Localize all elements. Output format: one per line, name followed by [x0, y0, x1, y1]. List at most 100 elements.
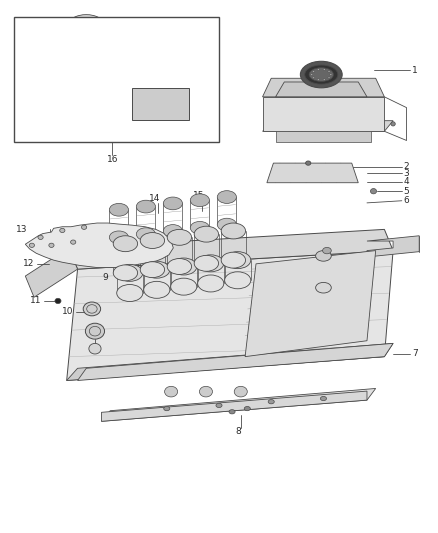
Ellipse shape	[69, 14, 104, 34]
Bar	[14, 17, 219, 142]
Ellipse shape	[316, 282, 331, 293]
Ellipse shape	[234, 386, 247, 397]
Polygon shape	[78, 343, 393, 381]
Text: 16: 16	[106, 155, 118, 164]
Text: 11: 11	[30, 296, 42, 305]
Ellipse shape	[117, 264, 143, 281]
Text: X1: X1	[193, 67, 204, 76]
Ellipse shape	[144, 261, 170, 278]
Ellipse shape	[81, 225, 87, 229]
Text: 1: 1	[412, 66, 417, 75]
Text: 6: 6	[403, 196, 409, 205]
Ellipse shape	[38, 235, 43, 239]
Ellipse shape	[305, 65, 338, 84]
Ellipse shape	[113, 265, 138, 281]
Ellipse shape	[89, 343, 101, 354]
Ellipse shape	[312, 77, 314, 78]
Ellipse shape	[171, 258, 197, 275]
Text: 10: 10	[62, 307, 73, 316]
Ellipse shape	[217, 218, 237, 231]
Ellipse shape	[164, 407, 170, 411]
Ellipse shape	[216, 403, 222, 408]
Text: 8: 8	[236, 427, 241, 437]
Ellipse shape	[217, 191, 237, 204]
Polygon shape	[67, 251, 393, 381]
Text: 14: 14	[149, 194, 161, 203]
Polygon shape	[245, 251, 376, 357]
Ellipse shape	[165, 386, 178, 397]
Polygon shape	[262, 120, 393, 131]
Ellipse shape	[69, 26, 104, 45]
Ellipse shape	[199, 386, 212, 397]
Polygon shape	[102, 391, 367, 421]
Ellipse shape	[371, 189, 377, 194]
Ellipse shape	[317, 69, 319, 70]
Ellipse shape	[190, 221, 209, 234]
Text: 3: 3	[403, 168, 409, 177]
Ellipse shape	[194, 226, 219, 242]
Polygon shape	[267, 163, 358, 183]
Ellipse shape	[244, 407, 251, 411]
Polygon shape	[367, 236, 419, 257]
Ellipse shape	[113, 236, 138, 252]
Ellipse shape	[163, 224, 183, 237]
Text: 5: 5	[403, 187, 409, 196]
Text: 2: 2	[403, 163, 409, 171]
Polygon shape	[25, 248, 78, 297]
Polygon shape	[262, 78, 385, 97]
Ellipse shape	[171, 278, 197, 295]
Ellipse shape	[323, 79, 325, 80]
Polygon shape	[276, 131, 371, 142]
Ellipse shape	[140, 232, 165, 248]
Ellipse shape	[306, 161, 311, 165]
Ellipse shape	[321, 397, 326, 401]
Text: 7: 7	[412, 350, 417, 359]
Ellipse shape	[268, 400, 274, 404]
Ellipse shape	[221, 252, 246, 268]
Ellipse shape	[29, 243, 35, 247]
Text: X7: X7	[21, 23, 32, 33]
Text: 13: 13	[16, 225, 28, 234]
Ellipse shape	[322, 247, 331, 254]
Ellipse shape	[198, 255, 224, 272]
Ellipse shape	[317, 79, 319, 80]
Ellipse shape	[163, 197, 183, 210]
Ellipse shape	[60, 228, 65, 232]
Ellipse shape	[229, 410, 235, 414]
Text: X1: X1	[102, 18, 113, 27]
Ellipse shape	[225, 272, 251, 289]
Ellipse shape	[55, 298, 61, 304]
Ellipse shape	[330, 74, 332, 75]
Text: X2: X2	[21, 77, 32, 86]
Ellipse shape	[71, 240, 76, 244]
Ellipse shape	[323, 69, 325, 70]
Ellipse shape	[140, 262, 165, 278]
Ellipse shape	[83, 302, 101, 316]
Ellipse shape	[110, 231, 128, 244]
Ellipse shape	[311, 74, 313, 75]
Ellipse shape	[328, 77, 330, 78]
Text: 9: 9	[102, 272, 108, 281]
Polygon shape	[102, 389, 376, 421]
Ellipse shape	[167, 229, 191, 245]
Ellipse shape	[312, 71, 314, 72]
Text: 15: 15	[193, 191, 204, 200]
Ellipse shape	[391, 122, 395, 126]
Ellipse shape	[225, 252, 251, 269]
Ellipse shape	[309, 68, 333, 82]
Ellipse shape	[328, 71, 330, 72]
Ellipse shape	[49, 243, 54, 247]
Ellipse shape	[221, 223, 246, 239]
Ellipse shape	[136, 228, 155, 240]
Text: 4: 4	[403, 177, 409, 186]
Ellipse shape	[194, 255, 219, 271]
Ellipse shape	[117, 285, 143, 302]
Ellipse shape	[85, 323, 105, 339]
Polygon shape	[69, 229, 393, 269]
Polygon shape	[276, 82, 367, 97]
Polygon shape	[262, 97, 385, 131]
Ellipse shape	[190, 194, 209, 207]
Ellipse shape	[136, 200, 155, 213]
Polygon shape	[25, 223, 173, 268]
Ellipse shape	[198, 275, 224, 292]
